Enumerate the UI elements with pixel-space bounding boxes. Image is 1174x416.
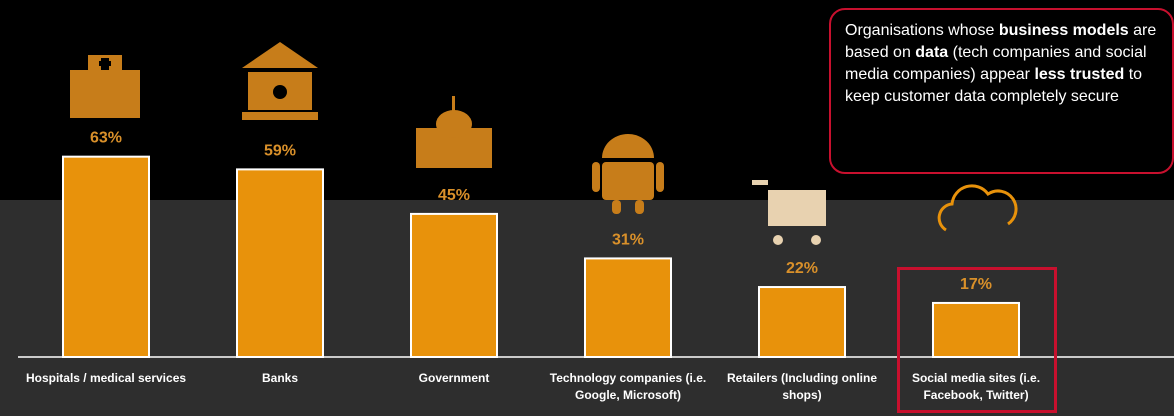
value-label: 31%	[612, 231, 644, 248]
category-label: Government	[418, 371, 490, 385]
hospital-icon	[70, 55, 140, 118]
bar	[236, 168, 324, 358]
bar	[62, 155, 150, 358]
annotation-text: data	[915, 44, 949, 61]
annotation-text: less trusted	[1034, 66, 1125, 83]
category-label: Banks	[261, 371, 299, 385]
bar	[410, 212, 498, 358]
annotation-text: Organisations whose	[845, 22, 999, 39]
cart-icon	[752, 180, 826, 245]
cloud-icon	[937, 184, 1018, 232]
category-label: Hospitals / medical services	[25, 371, 187, 385]
value-label: 59%	[264, 142, 296, 159]
bar	[758, 286, 846, 359]
annotation-text: to keep customer data completely secure	[845, 66, 1147, 105]
annotation-text: (tech companies and social media compani…	[845, 44, 1151, 83]
annotation-text: business models	[998, 22, 1129, 39]
android-icon	[592, 134, 664, 214]
bank-icon	[242, 42, 318, 120]
value-label: 22%	[786, 260, 818, 277]
annotation-text: are based on	[845, 22, 1161, 61]
value-label: 17%	[960, 276, 992, 293]
icons	[70, 42, 1018, 245]
annotation-box: Organisations whose business models are …	[829, 8, 1174, 174]
value-label: 63%	[90, 130, 122, 147]
government-icon	[416, 96, 492, 168]
category-label: Social media sites (i.e. Facebook, Twitt…	[911, 371, 1041, 402]
category-label: Retailers (Including online shops)	[726, 371, 878, 402]
category-label: Technology companies (i.e. Google, Micro…	[549, 371, 707, 402]
bar	[932, 301, 1020, 359]
bar	[584, 257, 672, 359]
highlight-box	[897, 267, 1057, 413]
value-label: 45%	[438, 187, 470, 204]
